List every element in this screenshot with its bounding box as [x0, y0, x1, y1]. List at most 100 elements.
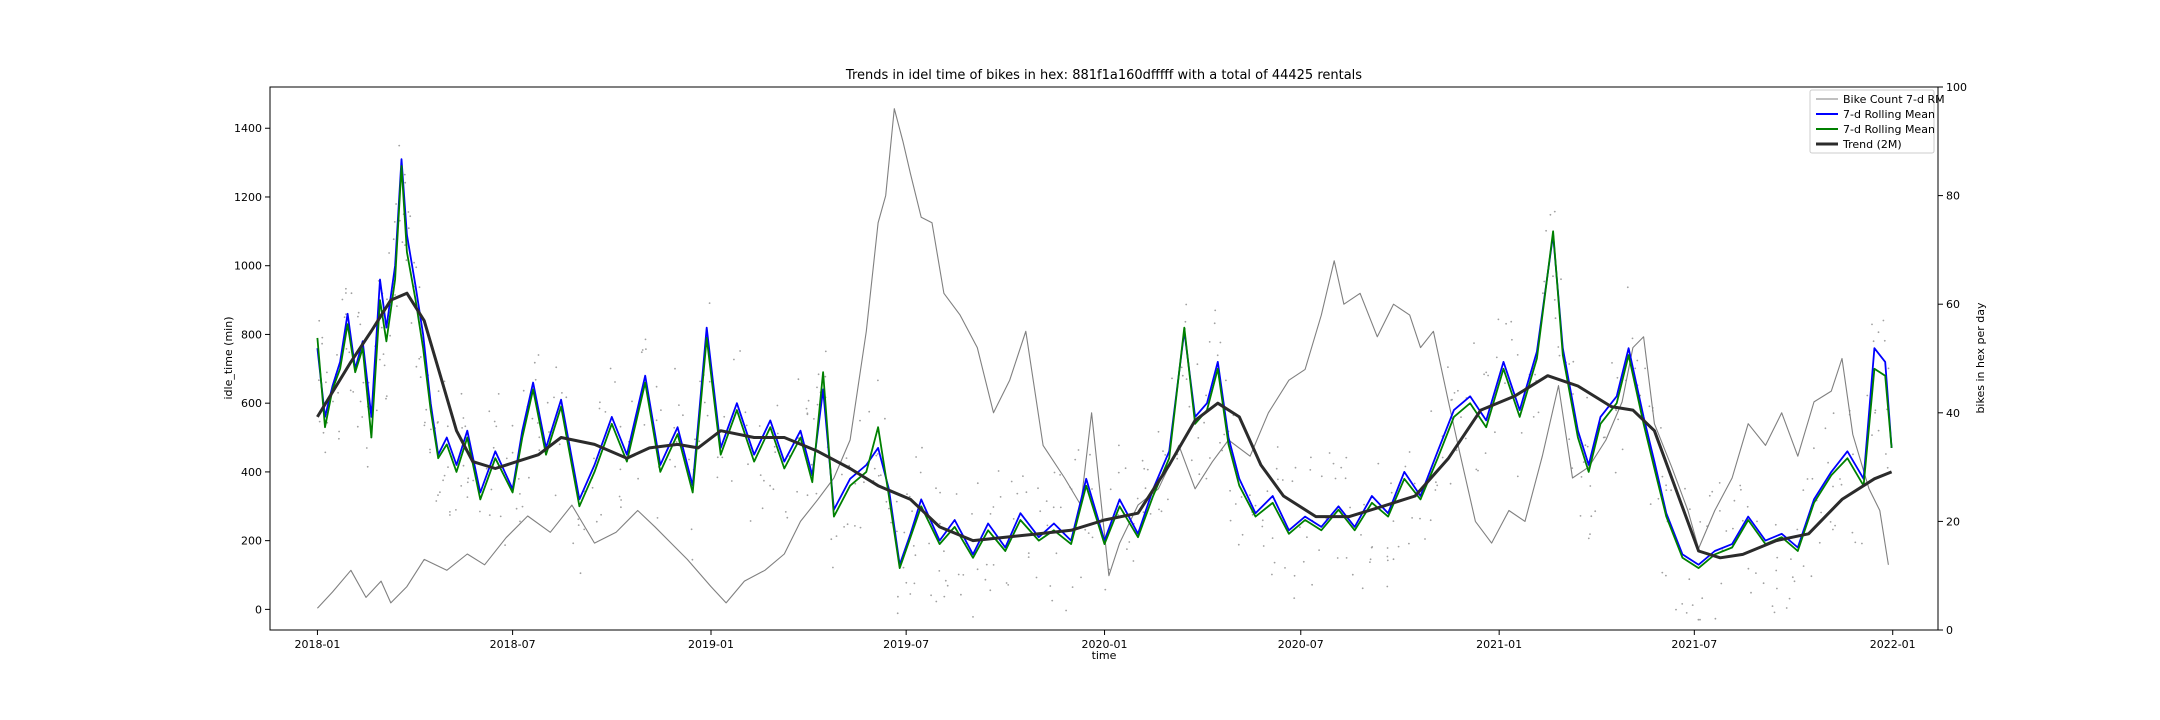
- scatter-dot: [599, 401, 601, 404]
- scatter-dot: [419, 356, 422, 358]
- scatter-dot: [939, 522, 941, 525]
- scatter-dot: [396, 305, 398, 307]
- scatter-dot: [1084, 528, 1087, 531]
- scatter-dot: [1557, 346, 1560, 348]
- scatter-dot: [1861, 542, 1863, 545]
- scatter-dot: [1534, 373, 1536, 376]
- scatter-dot: [1294, 466, 1297, 469]
- scatter-dot: [536, 422, 539, 424]
- legend-label-rolling-mean-blue: 7-d Rolling Mean: [1843, 108, 1935, 121]
- scatter-dot: [1051, 599, 1054, 602]
- scatter-dot: [1141, 459, 1144, 462]
- scatter-dot: [674, 367, 676, 370]
- scatter-dot: [1299, 526, 1301, 529]
- scatter-dot: [546, 401, 549, 404]
- scatter-dot: [366, 465, 369, 468]
- scatter-dot: [1832, 528, 1834, 531]
- scatter-dot: [439, 491, 441, 494]
- scatter-dot: [1872, 340, 1875, 343]
- right-tick-label: 40: [1946, 407, 1960, 420]
- scatter-dot: [841, 473, 843, 476]
- scatter-dot: [620, 506, 622, 509]
- scatter-dot: [1775, 569, 1778, 572]
- scatter-dot: [1229, 519, 1232, 522]
- scatter-dot: [972, 616, 974, 618]
- scatter-dot: [1520, 432, 1523, 434]
- scatter-dot: [1027, 556, 1030, 558]
- scatter-dot: [1802, 565, 1805, 567]
- scatter-dot: [1871, 434, 1873, 436]
- scatter-dot: [337, 391, 339, 394]
- scatter-dot: [1351, 573, 1354, 576]
- scatter-dot: [1190, 459, 1193, 462]
- scatter-dot: [517, 478, 520, 480]
- scatter-dot: [583, 528, 586, 531]
- scatter-dot: [1320, 475, 1323, 478]
- scatter-dot: [382, 353, 385, 355]
- scatter-dot: [1773, 611, 1776, 614]
- scatter-dot: [854, 482, 857, 485]
- scatter-dot: [1813, 447, 1815, 450]
- scatter-dot: [1205, 477, 1208, 480]
- scatter-dot: [730, 480, 733, 482]
- scatter-dot: [868, 410, 871, 413]
- scatter-dot: [1077, 449, 1080, 451]
- scatter-dot: [1271, 573, 1273, 576]
- scatter-dot: [915, 456, 917, 458]
- scatter-dot: [1336, 557, 1339, 559]
- scatter-dot: [348, 351, 351, 354]
- scatter-dot: [447, 466, 449, 468]
- left-tick-label: 0: [255, 603, 262, 616]
- scatter-dot: [1435, 481, 1437, 484]
- scatter-dot: [708, 380, 711, 383]
- scatter-dot: [774, 451, 777, 453]
- scatter-dot: [999, 496, 1002, 498]
- scatter-dot: [322, 431, 325, 434]
- scatter-dot: [1104, 588, 1107, 591]
- scatter-dot: [493, 420, 496, 423]
- scatter-dot: [515, 507, 518, 510]
- scatter-dot: [1589, 485, 1592, 487]
- scatter-dot: [673, 426, 676, 429]
- scatter-dot: [385, 397, 387, 400]
- scatter-dot: [1117, 471, 1120, 474]
- scatter-dot: [747, 463, 749, 466]
- scatter-dot: [1806, 478, 1809, 480]
- scatter-dot: [655, 385, 658, 388]
- scatter-dot: [816, 386, 818, 389]
- scatter-dot: [1176, 457, 1179, 460]
- scatter-dot: [906, 493, 908, 495]
- scatter-dot: [1560, 278, 1562, 281]
- scatter-dot: [591, 486, 594, 489]
- scatter-dot: [776, 404, 779, 407]
- scatter-dot: [1411, 517, 1413, 519]
- bike-count-line: [316, 108, 1889, 609]
- scatter-dot: [1883, 339, 1886, 342]
- scatter-dot: [415, 266, 418, 269]
- scatter-dot: [1157, 430, 1160, 433]
- scatter-dot: [1537, 411, 1540, 414]
- scatter-dot: [383, 364, 386, 367]
- legend-box: [1809, 89, 1935, 154]
- scatter-dot: [1718, 482, 1721, 484]
- scatter-dot: [1277, 478, 1279, 481]
- scatter-dot: [1505, 322, 1507, 325]
- scatter-dot: [404, 181, 407, 184]
- x-tick-label: 2020-07: [1278, 638, 1324, 651]
- scatter-dot: [604, 411, 607, 413]
- scatter-dot: [409, 215, 412, 218]
- scatter-dot: [519, 493, 521, 495]
- scatter-dot: [1291, 480, 1294, 483]
- scatter-dot: [1408, 451, 1411, 453]
- scatter-dot: [443, 474, 446, 477]
- scatter-dot: [1741, 519, 1744, 522]
- scatter-dot: [824, 350, 827, 353]
- scatter-dot: [1128, 541, 1131, 543]
- scatter-dot: [1832, 485, 1834, 488]
- scatter-dot: [1369, 561, 1371, 563]
- scatter-dot: [479, 510, 481, 513]
- scatter-dot: [739, 350, 741, 352]
- scatter-dot: [1181, 374, 1184, 377]
- scatter-dot: [1660, 427, 1662, 429]
